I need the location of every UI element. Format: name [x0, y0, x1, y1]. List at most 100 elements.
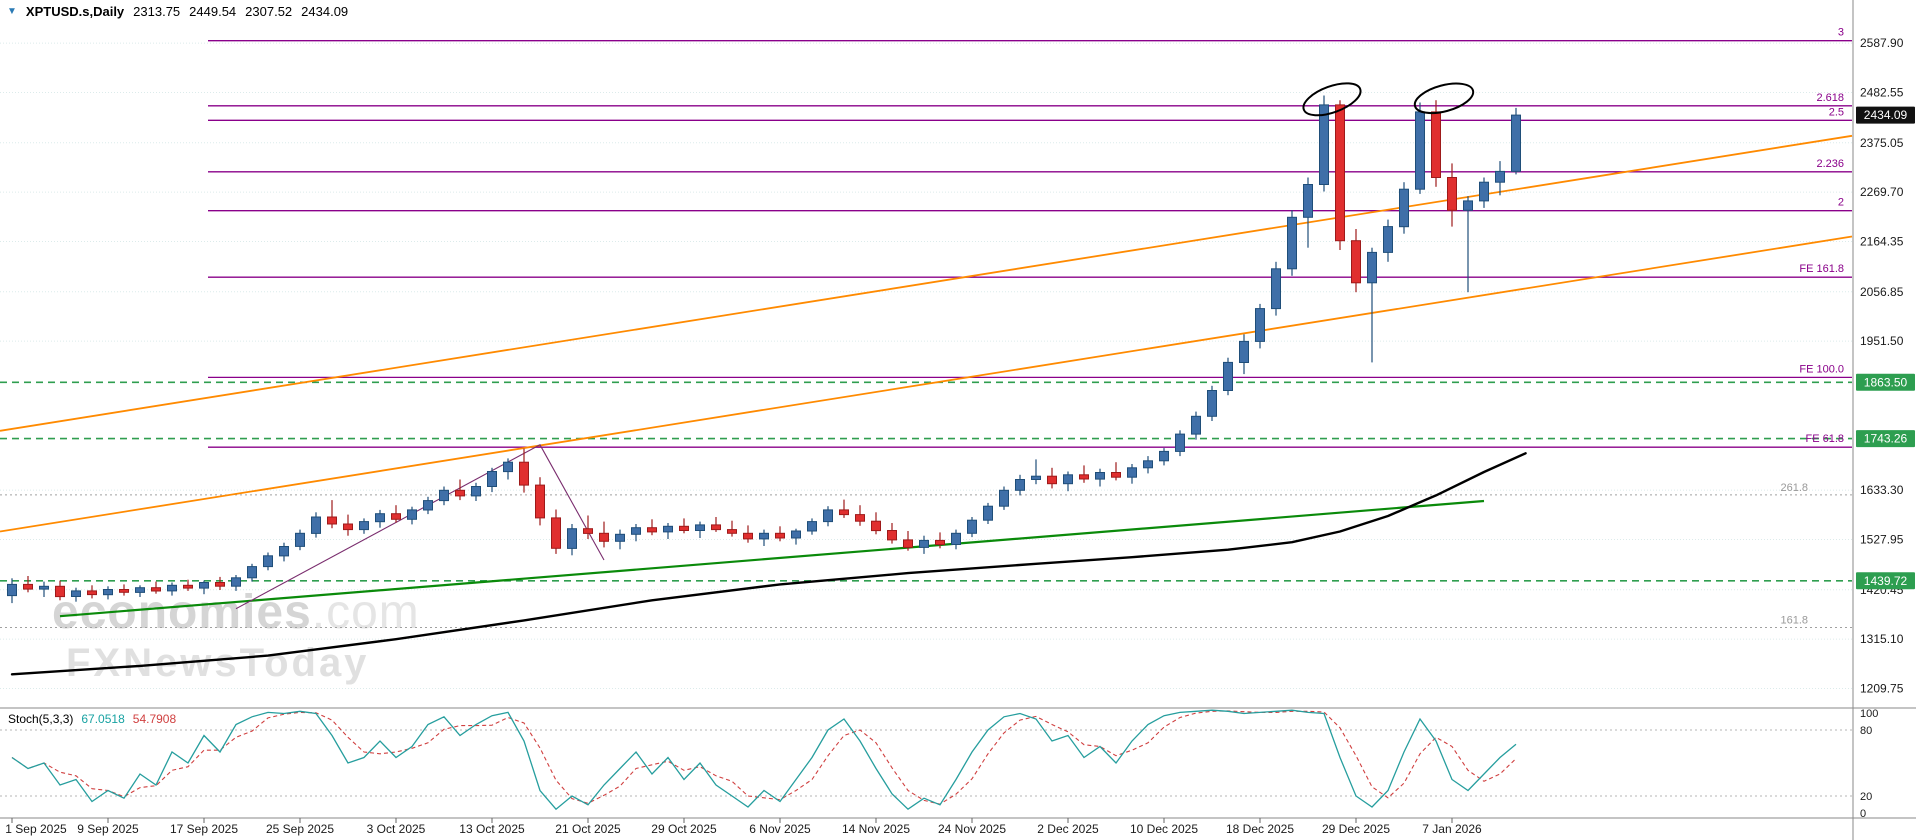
candle-body	[23, 583, 33, 590]
candle-body	[1159, 450, 1169, 462]
candle-body	[951, 532, 961, 545]
candle-body	[1511, 114, 1521, 172]
candle-body	[1063, 474, 1073, 485]
candle-body	[423, 500, 433, 511]
candle-body	[935, 539, 945, 546]
green-level-badge	[1856, 572, 1915, 590]
candle-body	[583, 528, 593, 534]
price-axis-label: 2056.85	[1860, 285, 1904, 299]
price-axis-label: 1209.75	[1860, 681, 1904, 695]
candle-body	[983, 505, 993, 521]
fib-extension-level-label: 2	[1838, 197, 1844, 209]
candle-body	[711, 524, 721, 531]
candle-body	[183, 584, 193, 589]
candle-body	[1111, 472, 1121, 478]
price-axis-label: 2269.70	[1860, 185, 1904, 199]
chart-header: ▼ XPTUSD.s,Daily 2313.75 2449.54 2307.52…	[7, 4, 348, 19]
date-axis-label: 18 Dec 2025	[1226, 822, 1294, 836]
candle-body	[663, 525, 673, 533]
symbol-marker-icon[interactable]: ▼	[7, 6, 17, 17]
candle-body	[327, 516, 337, 525]
candle-body	[1367, 251, 1377, 284]
stoch-k-line	[11, 709, 1517, 811]
watermark: economies.com FXNewsToday	[52, 587, 420, 684]
date-axis-label: 14 Nov 2025	[842, 822, 910, 836]
candle-body	[1079, 474, 1089, 480]
date-axis-label: 25 Sep 2025	[266, 822, 334, 836]
candle-body	[231, 577, 241, 587]
fib-extension-level-label: FE 100.0	[1799, 363, 1844, 375]
candle-body	[535, 484, 545, 519]
ohlc-high-value: 2449.54	[189, 4, 237, 19]
ohlc-open-value: 2313.75	[133, 4, 181, 19]
candle-body	[1415, 111, 1425, 190]
fib-extension-level-label: FE 61.8	[1805, 433, 1844, 445]
candle-body	[167, 584, 177, 592]
candle-body	[1447, 177, 1457, 211]
candle-body	[1287, 216, 1297, 270]
symbol-timeframe-label: XPTUSD.s,Daily	[25, 4, 125, 19]
stoch-axis-label: 100	[1860, 708, 1878, 720]
candle-body	[743, 532, 753, 540]
price-badge-label: 2434.09	[1864, 108, 1908, 122]
candle-body	[807, 521, 817, 532]
green-support-trendline[interactable]	[59, 499, 1485, 618]
price-axis-label: 1527.95	[1860, 532, 1904, 546]
date-axis-label: 29 Oct 2025	[651, 822, 717, 836]
candle-body	[503, 461, 513, 473]
candle-body	[1463, 200, 1473, 211]
orange-trendline[interactable]	[0, 235, 1853, 533]
green-level-badge	[1856, 430, 1915, 448]
candle-body	[855, 514, 865, 522]
candle-body	[1207, 390, 1217, 417]
candle-body	[471, 486, 481, 497]
candle-body	[519, 461, 529, 486]
candle-body	[1095, 472, 1105, 480]
candle-body	[1335, 104, 1345, 242]
candle-body	[215, 582, 225, 587]
price-axis-label: 2164.35	[1860, 234, 1904, 248]
stoch-axis-label: 0	[1860, 808, 1866, 820]
price-axis-label: 2375.05	[1860, 136, 1904, 150]
ohlc-low-value: 2307.52	[245, 4, 293, 19]
candle-body	[1015, 479, 1025, 491]
price-axis-label: 1633.30	[1860, 483, 1904, 497]
candle-body	[1031, 475, 1041, 481]
candle-body	[695, 524, 705, 532]
fib-extension-level-label: 2.236	[1816, 158, 1844, 170]
orange-trendline[interactable]	[0, 134, 1853, 432]
candle-body	[7, 583, 17, 597]
fib-extension-level-label: 2.618	[1816, 92, 1844, 104]
candle-body	[567, 528, 577, 549]
candle-body	[1191, 415, 1201, 435]
candle-body	[599, 532, 609, 542]
date-axis-label: 13 Oct 2025	[459, 822, 525, 836]
candle-body	[1255, 308, 1265, 342]
black-ma-curve[interactable]	[10, 452, 1527, 676]
candle-body	[55, 585, 65, 598]
price-axis-label: 1951.50	[1860, 334, 1904, 348]
candle-body	[551, 517, 561, 549]
purple-zigzag-trendline[interactable]	[235, 444, 605, 610]
date-axis-label: 3 Oct 2025	[367, 822, 426, 836]
candle-body	[999, 489, 1009, 507]
date-axis-label: 7 Jan 2026	[1422, 822, 1482, 836]
stoch-d-value: 54.7908	[132, 712, 177, 726]
candle-body	[1319, 104, 1329, 185]
stoch-axis-label: 80	[1860, 725, 1872, 737]
candle-body	[1303, 184, 1313, 218]
candle-body	[199, 582, 209, 589]
date-axis-label: 29 Dec 2025	[1322, 822, 1390, 836]
candle-body	[1399, 188, 1409, 228]
stoch-axis-label: 20	[1860, 791, 1872, 803]
double-top-ellipse-annotation[interactable]	[1299, 77, 1364, 122]
double-top-ellipse-annotation[interactable]	[1412, 78, 1477, 119]
candle-body	[151, 587, 161, 592]
gray-fib-level-label: 161.8	[1780, 614, 1808, 626]
candle-body	[679, 525, 689, 531]
candle-body	[311, 516, 321, 534]
price-gridlines	[0, 42, 1852, 689]
candle-body	[871, 520, 881, 532]
